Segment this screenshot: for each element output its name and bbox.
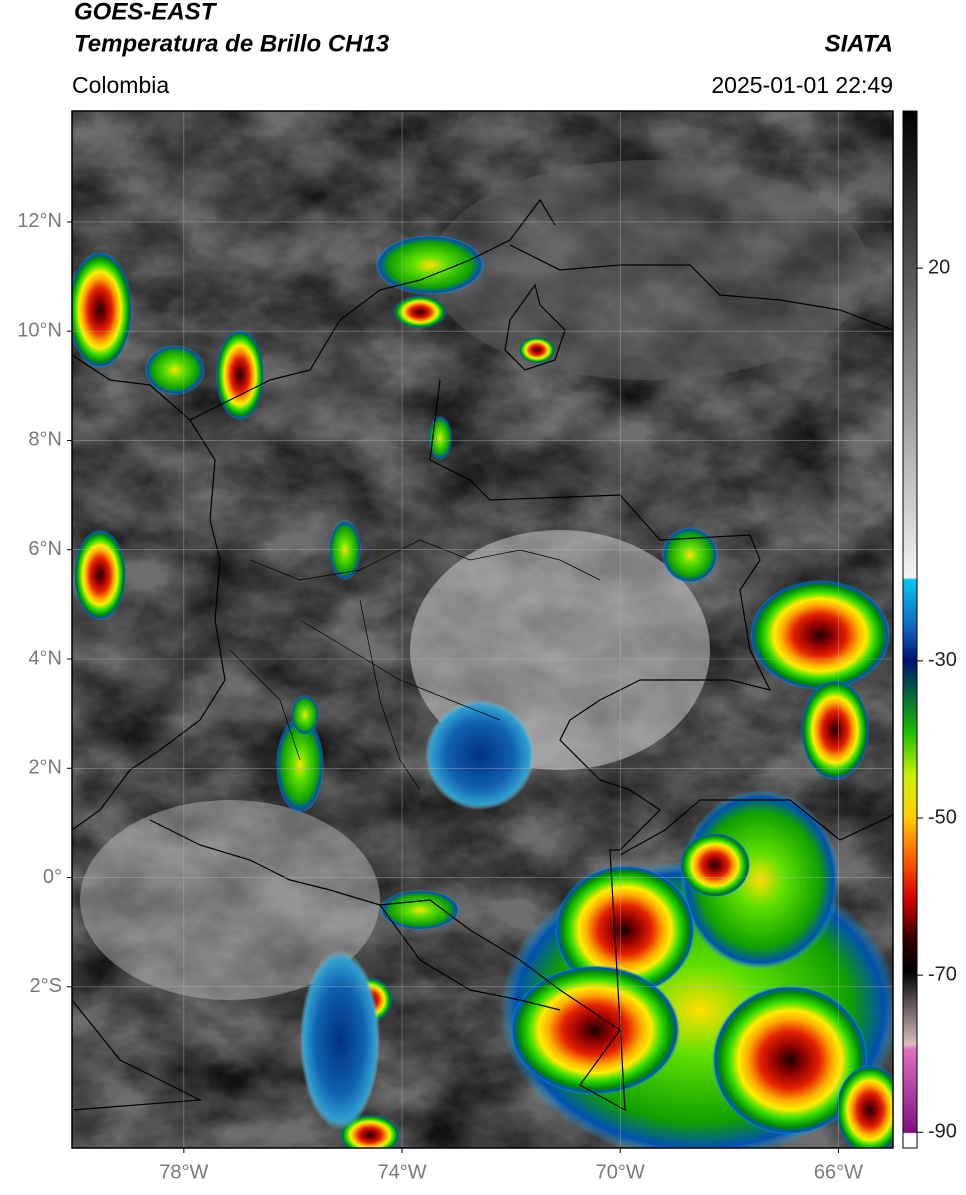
x-tick-label: 66°W <box>814 1161 863 1183</box>
x-tick-label: 70°W <box>596 1161 645 1183</box>
storm <box>836 1065 893 1148</box>
y-tick-label: 0° <box>43 866 62 888</box>
title: GOES-EAST <box>74 0 218 25</box>
cloud-field <box>80 800 380 1000</box>
y-tick-label: 2°N <box>28 757 62 779</box>
colorbar-tick-label: -50 <box>928 806 957 828</box>
clear-area <box>430 160 870 380</box>
x-tick-label: 78°W <box>159 1161 208 1183</box>
coastline <box>72 354 226 831</box>
storm <box>380 890 460 930</box>
storm <box>216 330 264 420</box>
storm <box>801 680 869 780</box>
map-frame <box>71 110 894 1149</box>
colombia-border <box>149 379 772 1112</box>
storm-cells <box>72 235 893 1148</box>
graticule: 78°W 74°W 70°W 66°W 12°N 10°N 8°N 6°N 4°N 2°N 0° 2°… <box>17 111 893 1183</box>
storm <box>145 345 205 395</box>
subtitle: Temperatura de Brillo CH13 <box>74 30 390 57</box>
storm <box>750 580 890 690</box>
storm <box>428 416 452 460</box>
region: Colombia <box>72 72 169 98</box>
storm <box>662 527 718 583</box>
y-tick-label: 10°N <box>17 319 62 341</box>
satellite-image <box>72 111 893 1148</box>
border <box>619 799 893 856</box>
colorbar-ticks: 20 -30 -50 -70 -90 <box>917 256 957 1143</box>
storm <box>680 833 750 897</box>
x-tick-label: 74°W <box>377 1161 426 1183</box>
storm <box>425 700 535 810</box>
storm <box>375 235 485 295</box>
storm <box>519 337 555 363</box>
source: SIATA <box>825 30 893 57</box>
timestamp: 2025-01-01 22:49 <box>711 72 893 98</box>
y-tick-label: 4°N <box>28 647 62 669</box>
colorbar-tick-label: 20 <box>928 256 950 278</box>
border <box>379 904 561 1011</box>
storm <box>291 695 319 735</box>
colorbar <box>902 110 918 1149</box>
storm <box>510 965 680 1095</box>
colorbar-tick-label: -70 <box>928 963 957 985</box>
colorbar-tick-label: -30 <box>928 649 957 671</box>
storm <box>300 950 380 1130</box>
y-tick-label: 6°N <box>28 538 62 560</box>
y-tick-label: 12°N <box>17 210 62 232</box>
colorbar-tick-label: -90 <box>928 1121 957 1143</box>
storm <box>555 865 695 995</box>
coastline <box>504 283 566 371</box>
storm <box>394 296 446 328</box>
storm <box>74 530 126 620</box>
coastline <box>72 999 203 1111</box>
y-tick-label: 8°N <box>28 429 62 451</box>
y-tick-label: 2°S <box>30 975 62 997</box>
storm <box>276 717 324 813</box>
storm <box>72 252 132 368</box>
storm <box>712 985 868 1135</box>
coastline <box>189 198 556 421</box>
coastline <box>509 244 893 331</box>
